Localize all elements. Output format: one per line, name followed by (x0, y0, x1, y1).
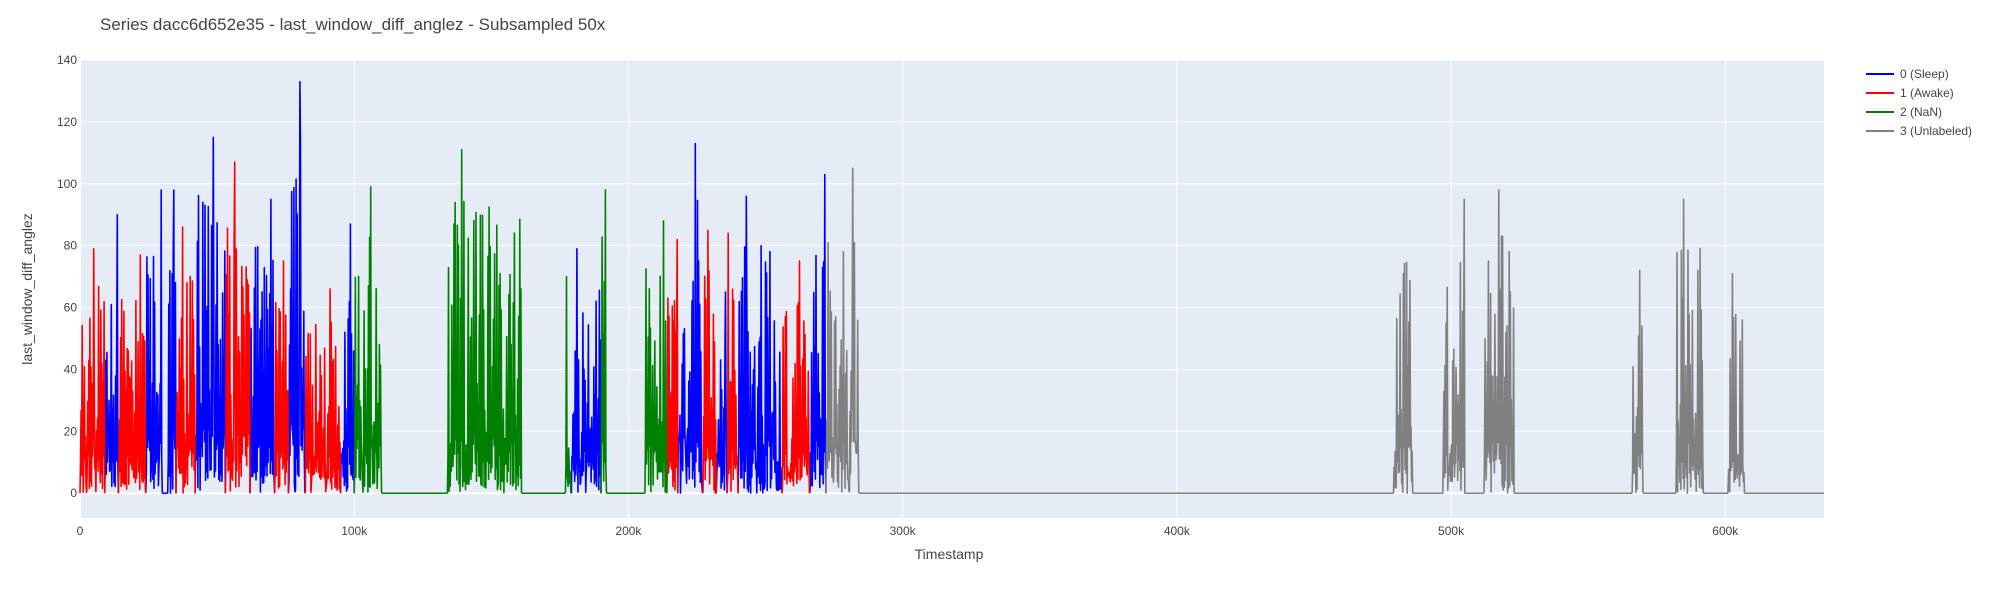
series-segment (339, 223, 355, 494)
series-segment (677, 142, 704, 494)
series-segment (1727, 272, 1746, 494)
legend-label: 1 (Awake) (1900, 86, 1954, 100)
series-1 (79, 161, 811, 494)
legend[interactable]: 0 (Sleep) 1 (Awake) 2 (NaN) 3 (Unlabeled) (1866, 67, 1972, 138)
series-segment (666, 238, 679, 494)
series-segment (166, 189, 177, 494)
series-segment (1631, 269, 1644, 494)
series-segment (1392, 261, 1414, 494)
series-segment (249, 198, 276, 494)
y-tick-label: 120 (57, 115, 77, 129)
series-segment (446, 148, 523, 494)
legend-label: 2 (NaN) (1900, 105, 1942, 119)
x-tick-label: 600k (1712, 524, 1739, 538)
series-3 (825, 167, 1746, 494)
y-tick-label: 60 (64, 301, 78, 315)
series-segment (701, 229, 717, 494)
chart-title: Series dacc6d652e35 - last_window_diff_a… (100, 15, 606, 34)
series-segment (175, 226, 196, 494)
series-segment (726, 232, 739, 494)
series-segment (825, 167, 860, 494)
x-tick-label: 200k (615, 524, 642, 538)
y-tick-label: 100 (57, 177, 77, 191)
legend-item[interactable]: 2 (NaN) (1866, 105, 1942, 119)
series-2 (353, 148, 668, 494)
series-segment (1483, 189, 1515, 494)
x-tick-label: 500k (1438, 524, 1465, 538)
x-tick-label: 300k (890, 524, 917, 538)
y-tick-label: 140 (57, 53, 77, 67)
y-tick-label: 40 (64, 362, 78, 376)
x-tick-label: 100k (341, 524, 368, 538)
series-segment (194, 136, 227, 494)
series-segment (224, 161, 251, 494)
series-segment (117, 254, 147, 494)
series-lines (79, 80, 1824, 495)
x-tick-label: 400k (1164, 524, 1191, 538)
series-segment (808, 173, 827, 494)
legend-item[interactable]: 3 (Unlabeled) (1866, 124, 1972, 138)
legend-label: 3 (Unlabeled) (1900, 124, 1972, 138)
legend-item[interactable]: 0 (Sleep) (1866, 67, 1949, 81)
series-segment (304, 288, 342, 494)
series-segment (103, 213, 120, 494)
series-segment (564, 275, 572, 494)
series-segment (600, 189, 608, 494)
y-tick-label: 0 (70, 486, 77, 500)
x-tick-label: 0 (77, 524, 84, 538)
tick-labels: 0 20 40 60 80 100 120 140 0 100k 200k 300k 400k 500k 6… (57, 53, 1739, 538)
series-segment (353, 186, 383, 494)
legend-item[interactable]: 1 (Awake) (1866, 86, 1954, 100)
series-segment (79, 248, 106, 494)
series-segment (644, 220, 668, 494)
series-segment (1442, 198, 1466, 494)
series-0 (103, 80, 827, 494)
series-segment (1675, 198, 1705, 494)
series-segment (273, 260, 290, 494)
legend-label: 0 (Sleep) (1900, 67, 1949, 81)
y-tick-label: 80 (64, 239, 78, 253)
series-segment (287, 80, 306, 494)
series-segment (145, 189, 164, 494)
series-segment (737, 195, 783, 494)
series-segment (715, 291, 728, 494)
y-tick-label: 20 (64, 424, 78, 438)
y-axis-title: last_window_diff_anglez (19, 213, 35, 365)
series-segment (781, 260, 811, 494)
series-segment (570, 248, 602, 494)
plot-area (80, 60, 1824, 518)
x-axis-title: Timestamp (915, 546, 984, 562)
